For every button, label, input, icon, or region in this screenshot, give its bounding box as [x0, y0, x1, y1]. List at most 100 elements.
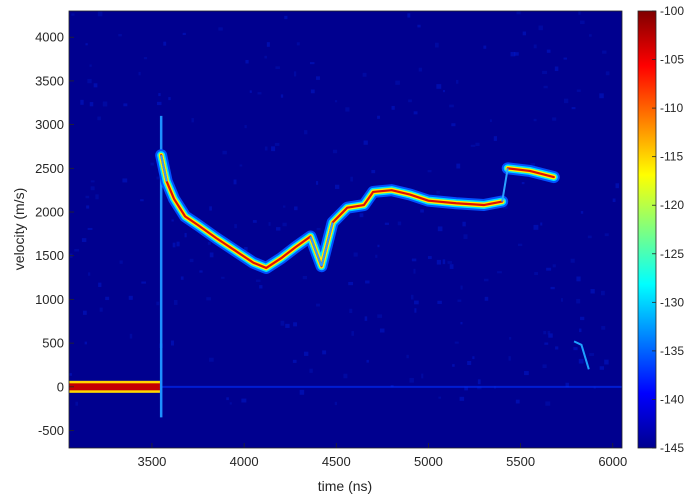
noise-speck	[158, 93, 161, 97]
noise-speck	[123, 103, 128, 107]
y-tick-label: 1500	[35, 248, 64, 263]
noise-speck	[454, 341, 459, 344]
x-tick-label: 5000	[414, 454, 443, 469]
noise-speck	[93, 83, 98, 88]
noise-speck	[588, 34, 592, 37]
noise-speck	[379, 328, 385, 333]
noise-speck	[407, 13, 411, 18]
noise-speck	[434, 42, 439, 48]
noise-speck	[141, 281, 146, 284]
noise-speck	[538, 25, 543, 31]
noise-speck	[534, 272, 539, 276]
noise-speck	[576, 298, 581, 304]
noise-speck	[362, 72, 367, 77]
noise-speck	[309, 62, 315, 65]
noise-speck	[122, 178, 128, 183]
trace-jump-streak	[309, 236, 323, 267]
noise-speck	[332, 149, 338, 154]
x-tick-label: 4500	[322, 454, 351, 469]
noise-speck	[69, 373, 72, 376]
noise-speck	[377, 115, 381, 119]
noise-speck	[296, 42, 300, 46]
noise-speck	[140, 199, 144, 202]
noise-speck	[460, 321, 463, 325]
noise-speck	[579, 328, 582, 333]
noise-speck	[264, 146, 268, 151]
noise-speck	[447, 261, 452, 264]
noise-speck	[522, 31, 527, 36]
noise-speck	[605, 71, 610, 76]
noise-speck	[229, 402, 232, 405]
noise-speck	[322, 350, 327, 355]
trace-jump-streak	[160, 155, 168, 182]
axes: 3500 4000 4500 5000 5500 6000 -500 0 500 1000 1500…	[35, 10, 627, 469]
noise-speck	[612, 198, 616, 203]
noise-speck	[209, 252, 214, 258]
noise-speck	[442, 90, 445, 93]
noise-speck	[350, 176, 353, 182]
noise-speck	[552, 117, 557, 121]
noise-speck	[544, 342, 549, 345]
noise-speck	[483, 45, 487, 49]
noise-speck	[493, 136, 497, 141]
noise-speck	[472, 356, 475, 360]
baseline-band	[69, 383, 162, 391]
noise-speck	[348, 281, 354, 286]
noise-speck	[282, 222, 287, 227]
noise-speck	[310, 89, 315, 94]
noise-speck	[316, 227, 321, 231]
noise-speck	[542, 70, 548, 75]
noise-speck	[533, 224, 539, 230]
noise-speck	[245, 59, 249, 64]
noise-speck	[84, 341, 87, 345]
noise-speck	[80, 99, 84, 105]
noise-speck	[209, 206, 212, 211]
noise-speck	[182, 32, 186, 36]
noise-speck	[255, 279, 261, 282]
noise-speck	[98, 282, 102, 288]
noise-speck	[71, 13, 75, 16]
noise-speck	[420, 209, 424, 213]
noise-speck	[449, 264, 454, 269]
noise-speck	[334, 401, 338, 406]
noise-speck	[353, 252, 358, 257]
noise-speck	[359, 213, 364, 218]
noise-speck	[601, 326, 606, 330]
noise-speck	[545, 401, 551, 406]
noise-speck	[351, 331, 354, 336]
noise-speck	[156, 101, 162, 106]
noise-speck	[150, 162, 154, 166]
noise-speck	[417, 24, 421, 28]
noise-speck	[418, 67, 423, 72]
plot-layer	[69, 11, 622, 418]
noise-speck	[233, 179, 237, 185]
noise-speck	[95, 194, 99, 200]
noise-speck	[259, 285, 263, 289]
noise-speck	[452, 364, 455, 367]
noise-speck	[87, 227, 93, 230]
noise-speck	[533, 44, 537, 49]
noise-speck	[573, 347, 578, 351]
noise-speck	[565, 382, 569, 388]
noise-speck	[456, 163, 461, 169]
y-tick-label: 4000	[35, 30, 64, 45]
colorbar-tick-label: -120	[660, 198, 684, 212]
noise-speck	[413, 268, 416, 274]
noise-speck	[285, 323, 290, 328]
noise-speck	[464, 386, 468, 391]
noise-speck	[85, 195, 90, 199]
noise-speck	[524, 371, 529, 376]
noise-speck	[292, 359, 297, 363]
noise-speck	[156, 176, 161, 180]
noise-speck	[244, 125, 247, 129]
noise-speck	[451, 123, 456, 127]
y-tick-label: 3500	[35, 73, 64, 88]
y-tick-label: 3000	[35, 117, 64, 132]
noise-speck	[309, 368, 313, 373]
noise-speck	[516, 11, 521, 15]
noise-speck	[88, 272, 91, 276]
noise-speck	[462, 221, 466, 227]
noise-speck	[497, 271, 502, 274]
noise-speck	[207, 241, 211, 245]
noise-speck	[542, 364, 547, 369]
